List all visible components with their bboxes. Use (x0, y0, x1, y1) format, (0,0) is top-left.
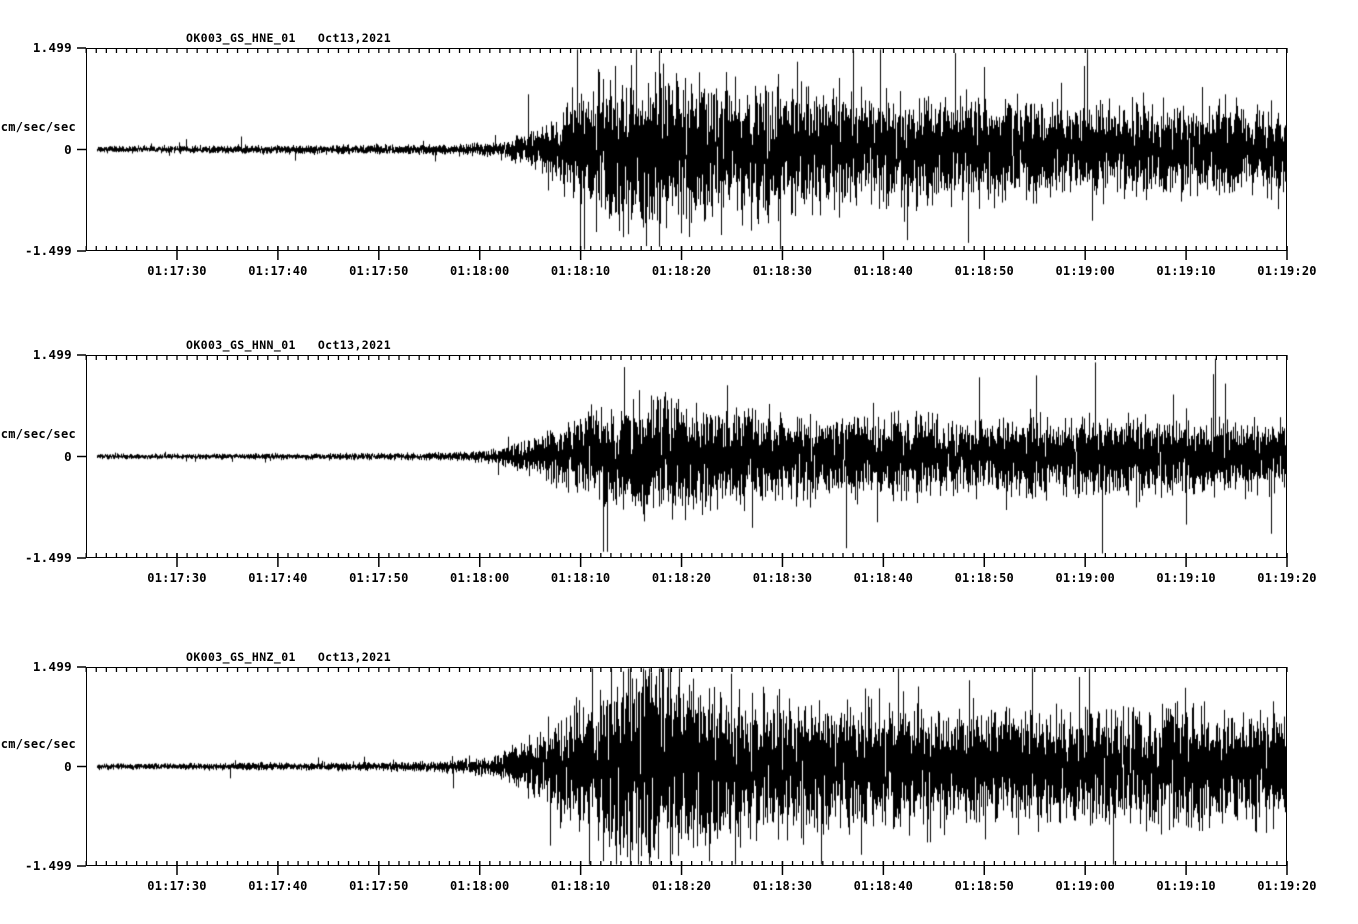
x-axis-tick-label: 01:17:40 (248, 571, 308, 585)
x-axis-tick-label: 01:18:50 (954, 879, 1014, 893)
y-axis-tick-label: 0 (64, 448, 72, 464)
y-axis-unit-label: cm/sec/sec (0, 426, 76, 441)
x-axis-tick-label: 01:19:20 (1257, 879, 1317, 893)
x-axis-tick-label: 01:18:40 (853, 264, 914, 278)
x-axis-tick-label: 01:18:30 (752, 879, 813, 893)
x-axis-tick-label: 01:19:20 (1257, 571, 1317, 585)
x-axis-tick-label: 01:19:00 (1055, 879, 1115, 893)
x-axis-tick-label: 01:18:10 (550, 879, 611, 893)
x-axis-tick-label: 01:18:40 (853, 879, 914, 893)
x-axis-tick-label: 01:18:20 (651, 571, 712, 585)
y-axis-tick-label: -1.499 (25, 243, 72, 258)
x-axis-tick-label: 01:17:40 (248, 264, 308, 278)
y-axis-unit-label: cm/sec/sec (0, 736, 76, 751)
panel-title: OK003_GS_HNE_01 Oct13,2021 (186, 31, 392, 45)
plot-frame (86, 667, 1287, 866)
panel-title: OK003_GS_HNN_01 Oct13,2021 (186, 338, 392, 352)
x-axis-tick-label: 01:18:30 (752, 264, 813, 278)
x-axis-tick-label: 01:18:40 (853, 571, 914, 585)
x-axis-tick-label: 01:18:20 (651, 264, 712, 278)
y-axis-tick-label: -1.499 (25, 858, 72, 873)
x-axis-tick-label: 01:18:00 (450, 264, 510, 278)
x-axis-tick-label: 01:19:20 (1257, 264, 1317, 278)
x-axis-tick-label: 01:18:30 (752, 571, 813, 585)
x-axis-tick-label: 01:18:00 (450, 879, 510, 893)
y-axis-tick-label: 1.499 (32, 659, 72, 674)
x-axis-tick-label: 01:19:10 (1156, 571, 1216, 585)
x-axis-tick-label: 01:19:00 (1055, 571, 1115, 585)
x-axis-tick-label: 01:17:30 (147, 879, 207, 893)
x-axis-tick-label: 01:17:30 (147, 264, 207, 278)
x-axis-tick-label: 01:18:10 (550, 264, 611, 278)
waveform-trace (87, 668, 1286, 865)
x-axis-tick-label: 01:17:40 (248, 879, 308, 893)
x-axis-tick-label: 01:19:00 (1055, 264, 1115, 278)
y-axis-tick-label: 1.499 (32, 347, 72, 362)
panel-title: OK003_GS_HNZ_01 Oct13,2021 (186, 650, 392, 664)
y-axis-tick-label: 1.499 (32, 40, 72, 55)
x-axis-tick-label: 01:17:50 (349, 264, 409, 278)
x-axis-tick-label: 01:18:50 (954, 264, 1014, 278)
x-axis-tick-label: 01:18:20 (651, 879, 712, 893)
plot-frame (86, 48, 1287, 251)
y-axis-tick-label: 0 (64, 758, 72, 774)
x-axis-tick-label: 01:18:10 (550, 571, 611, 585)
x-axis-tick-label: 01:18:50 (954, 571, 1014, 585)
x-axis-tick-label: 01:17:50 (349, 879, 409, 893)
waveform-trace (87, 49, 1286, 250)
x-axis-tick-label: 01:19:10 (1156, 879, 1216, 893)
y-axis-unit-label: cm/sec/sec (0, 119, 76, 134)
y-axis-tick-label: 0 (64, 141, 72, 157)
x-axis-tick-label: 01:19:10 (1156, 264, 1216, 278)
y-axis-tick-label: -1.499 (25, 550, 72, 565)
x-axis-tick-label: 01:18:00 (450, 571, 510, 585)
x-axis-tick-label: 01:17:50 (349, 571, 409, 585)
waveform-trace (87, 356, 1286, 557)
x-axis-tick-label: 01:17:30 (147, 571, 207, 585)
plot-frame (86, 355, 1287, 558)
